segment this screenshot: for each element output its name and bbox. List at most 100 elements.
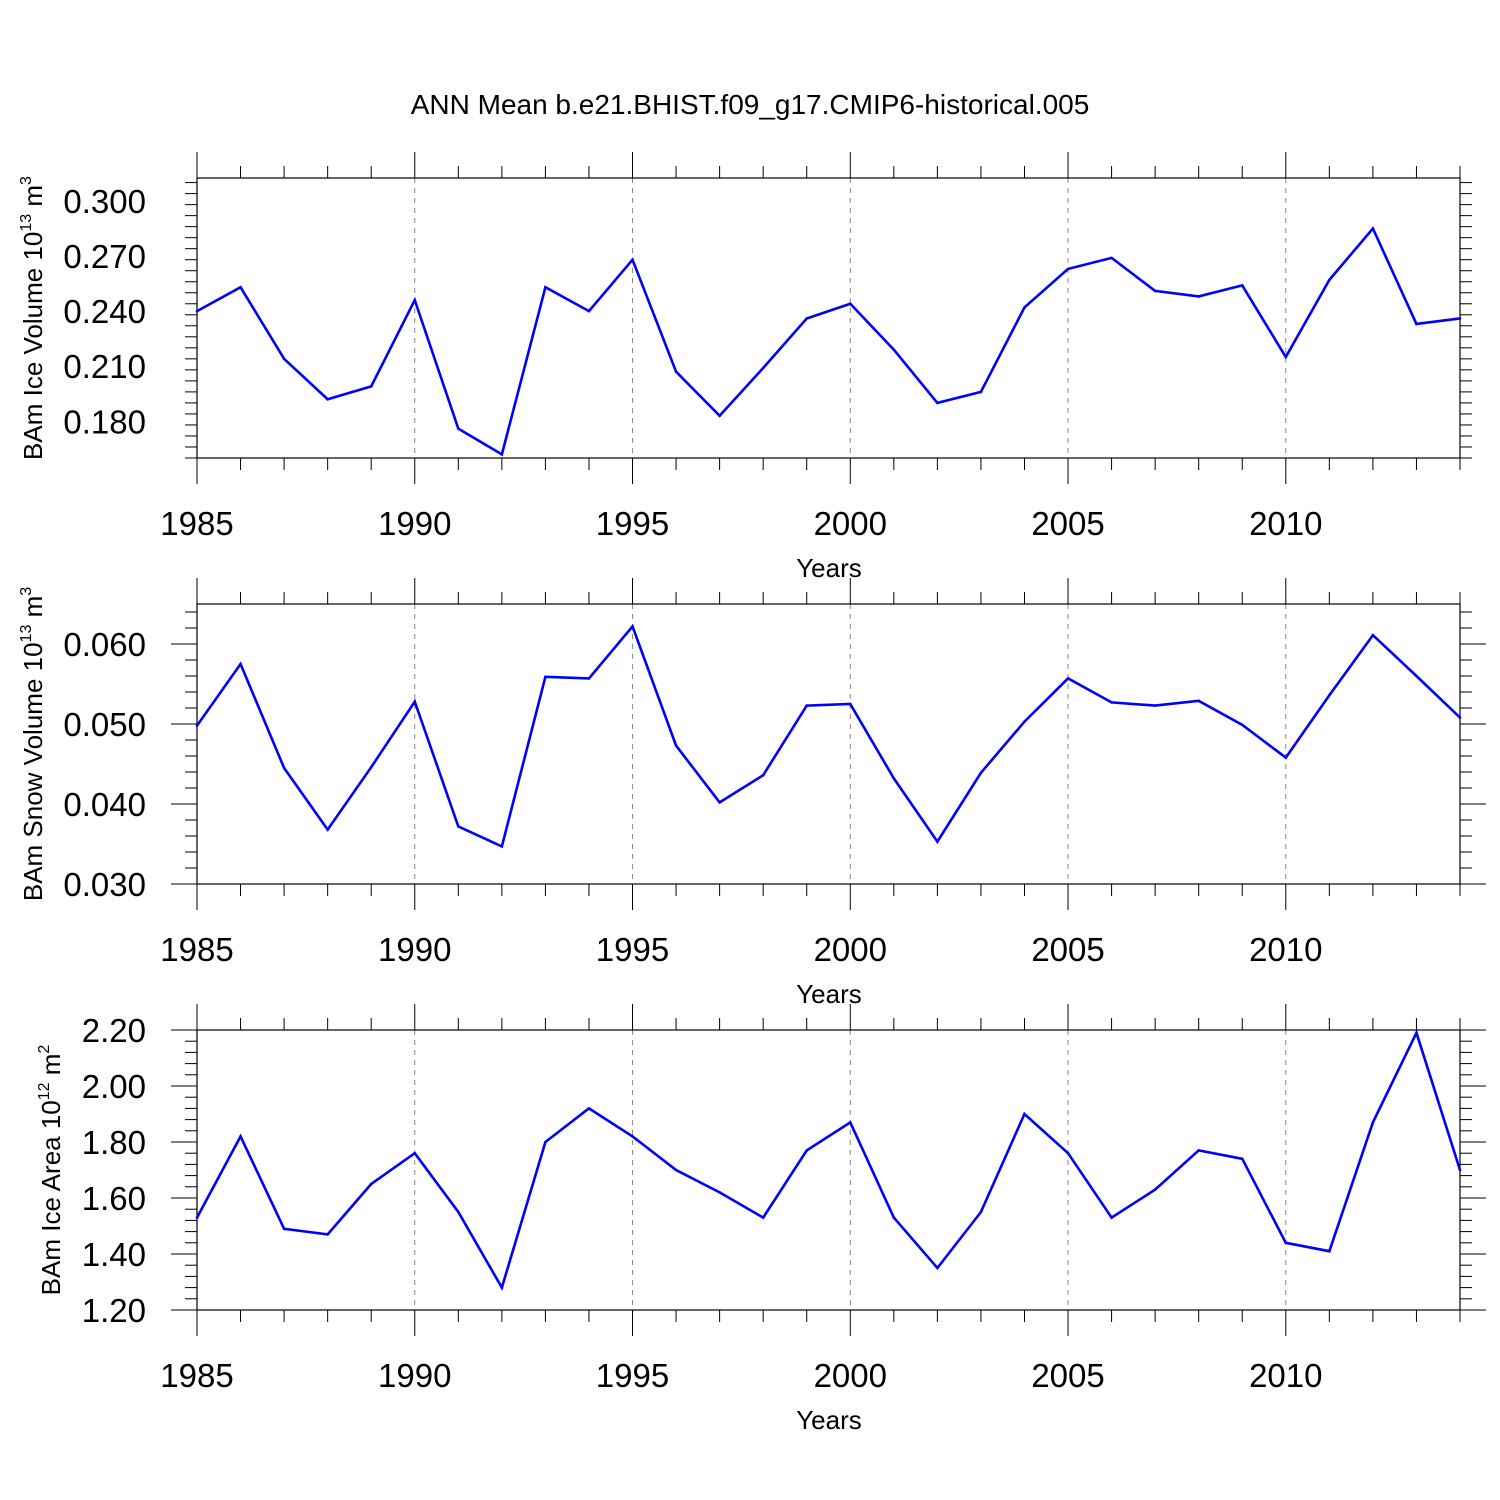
data-point	[1197, 699, 1200, 703]
data-point	[500, 1286, 504, 1289]
x-tick-label: 1995	[596, 1357, 669, 1394]
data-point	[1415, 674, 1418, 678]
x-tick-label: 2005	[1031, 1357, 1104, 1394]
data-point	[369, 1182, 373, 1186]
data-point	[979, 771, 983, 775]
data-point	[500, 453, 504, 456]
data-point	[936, 840, 939, 843]
data-point	[369, 385, 373, 388]
series-line	[195, 623, 1461, 849]
y-tick-label: 2.20	[82, 1012, 146, 1049]
panel-1: 0.180 0.210 0.240 0.270 0.300 1985 1990 1995 200…	[18, 152, 1472, 583]
x-tick-label: 1985	[160, 505, 233, 542]
data-point	[936, 1266, 939, 1270]
x-tick-label: 2010	[1249, 931, 1322, 968]
data-point	[674, 370, 678, 374]
data-point	[718, 1191, 721, 1194]
y-tick-label: 1.20	[82, 1292, 146, 1329]
data-point	[1328, 1249, 1331, 1253]
panel-3: 1.20 1.40 1.60 1.80 2.00 2.20 1985 1990 1995 2000…	[36, 1004, 1486, 1435]
data-point	[326, 397, 329, 401]
y-tick-label: 0.030	[63, 866, 146, 903]
data-point	[761, 366, 765, 370]
x-tick-label: 1985	[160, 1357, 233, 1394]
data-point	[1458, 716, 1462, 719]
data-point	[457, 825, 460, 828]
data-point	[892, 348, 896, 351]
series-line	[196, 226, 1461, 457]
data-point	[239, 662, 242, 666]
data-point	[413, 700, 417, 703]
data-point	[282, 357, 286, 361]
series-line	[195, 1029, 1462, 1291]
data-point	[761, 1216, 765, 1219]
data-point	[239, 285, 242, 289]
y-tick-label: 1.40	[82, 1236, 146, 1273]
y-tick-label: 0.180	[63, 403, 146, 440]
data-point	[1371, 227, 1375, 230]
data-point	[1240, 723, 1244, 727]
y-axis-label: BAm Snow Volume 1013 m3	[18, 587, 48, 901]
y-tick-label: 0.040	[63, 786, 146, 823]
data-point	[544, 675, 547, 679]
y-tick-label: 2.00	[82, 1068, 146, 1105]
data-point	[1110, 1216, 1113, 1219]
chart-title: ANN Mean b.e21.BHIST.f09_g17.CMIP6-histo…	[411, 89, 1090, 120]
data-point	[1458, 317, 1462, 320]
y-tick-label: 0.300	[63, 183, 146, 220]
data-point	[805, 317, 809, 320]
data-point	[1371, 633, 1375, 637]
x-tick-label: 2005	[1031, 505, 1104, 542]
data-point	[1197, 295, 1200, 298]
data-point	[326, 1233, 329, 1236]
data-point	[848, 302, 852, 306]
data-point	[1328, 693, 1331, 697]
data-point	[1284, 355, 1288, 359]
y-tick-label: 0.210	[63, 348, 146, 385]
data-point	[195, 309, 199, 313]
data-point	[1240, 1157, 1244, 1161]
x-tick-label: 2000	[814, 931, 887, 968]
data-point	[544, 285, 547, 289]
data-point	[1066, 267, 1070, 271]
y-tick-label: 0.270	[63, 238, 146, 275]
data-point	[1458, 1168, 1462, 1172]
data-point	[631, 258, 634, 262]
data-point	[1023, 720, 1026, 723]
x-tick-label: 2000	[814, 1357, 887, 1394]
x-tick-label: 2010	[1249, 505, 1322, 542]
data-point	[631, 625, 634, 628]
x-tick-label: 1990	[378, 1357, 451, 1394]
data-point	[1066, 677, 1070, 680]
data-point	[1240, 284, 1244, 287]
data-point	[326, 828, 329, 831]
data-point	[413, 1151, 417, 1155]
data-point	[718, 414, 721, 418]
y-axis-label: BAm Ice Area 1012 m2	[36, 1045, 66, 1296]
data-point	[1023, 1112, 1026, 1116]
data-point	[1153, 1188, 1157, 1191]
data-point	[1371, 1121, 1375, 1124]
data-point	[674, 744, 678, 747]
data-point	[674, 1168, 678, 1172]
data-point	[979, 1210, 983, 1214]
data-point	[1153, 289, 1157, 293]
data-point	[195, 724, 199, 727]
data-point	[282, 1227, 286, 1231]
data-point	[1066, 1151, 1070, 1155]
data-point	[936, 401, 939, 405]
plot-frame	[196, 177, 1461, 459]
data-point	[848, 1121, 852, 1124]
y-tick-label: 0.050	[63, 706, 146, 743]
data-point	[239, 1135, 242, 1138]
data-point	[587, 677, 591, 680]
y-tick-label: 1.60	[82, 1180, 146, 1217]
data-point	[1197, 1149, 1200, 1152]
data-point	[587, 1107, 591, 1110]
data-point	[413, 298, 417, 302]
data-point	[1023, 306, 1026, 309]
data-point	[544, 1140, 547, 1144]
data-point	[848, 702, 852, 706]
data-point	[718, 801, 721, 804]
